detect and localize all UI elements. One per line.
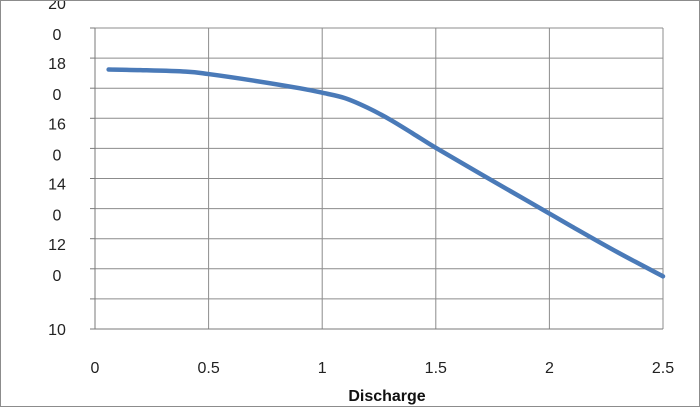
y-tick-label: 12 0 <box>48 237 66 285</box>
y-tick-label: 10 <box>48 322 66 339</box>
x-tick-label: 2 <box>545 360 554 377</box>
y-tick-labels: 20 0 18 0 16 0 14 0 12 0 10 <box>48 1 66 339</box>
x-tick-label: 0 <box>91 360 100 377</box>
y-tick-label: 16 0 <box>48 116 66 164</box>
x-tick-label: 0.5 <box>197 360 219 377</box>
x-tick-labels: 0 0.5 1 1.5 2 2.5 <box>91 360 675 377</box>
y-tick-label: 14 0 <box>48 177 66 225</box>
x-tick-label: 1 <box>318 360 327 377</box>
x-tick-label: 1.5 <box>425 360 447 377</box>
series-line <box>106 67 666 279</box>
y-tick-label: 18 0 <box>48 56 66 104</box>
axes <box>90 27 663 330</box>
y-tick-label: 20 0 <box>48 1 66 44</box>
series-group <box>106 67 666 279</box>
x-axis-title: Discharge <box>348 388 425 405</box>
x-tick-label: 2.5 <box>652 360 674 377</box>
